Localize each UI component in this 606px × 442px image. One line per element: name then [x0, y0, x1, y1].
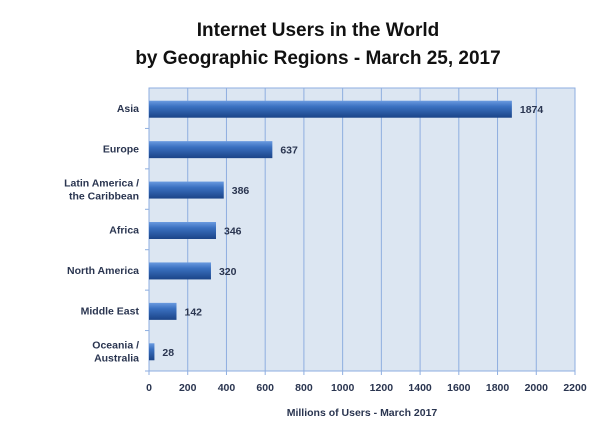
x-axis-label: Millions of Users - March 2017	[287, 407, 438, 419]
data-label: 346	[224, 226, 242, 238]
x-tick-label: 200	[179, 382, 197, 394]
category-label: Asia	[117, 103, 139, 115]
gridlines	[187, 88, 537, 371]
data-label: 1874	[520, 104, 544, 116]
plot-area	[148, 87, 576, 372]
x-tick-label: 1200	[370, 382, 394, 394]
bar	[149, 100, 512, 118]
x-tick-label: 0	[146, 382, 152, 394]
category-label: Latin America /	[64, 178, 139, 190]
category-label: Middle East	[81, 305, 140, 317]
data-label: 142	[184, 306, 202, 318]
data-label: 320	[219, 266, 237, 278]
bar	[149, 222, 216, 239]
category-label: Africa	[109, 225, 139, 237]
category-label: Europe	[103, 144, 139, 156]
data-label: 386	[232, 185, 250, 197]
x-tick-label: 2200	[563, 382, 587, 394]
category-label: the Caribbean	[69, 191, 139, 203]
chart-title-line2: by Geographic Regions - March 25, 2017	[135, 48, 500, 69]
category-label: North America	[67, 265, 139, 277]
data-label: 637	[280, 145, 298, 157]
x-tick-label: 2000	[525, 382, 549, 394]
data-label: 28	[162, 347, 174, 359]
bar	[149, 343, 155, 361]
x-axis-ticks: 0 200 400 600 800 1000 1200 1400 1600 1800 2000 220…	[146, 371, 587, 394]
x-tick-label: 1800	[486, 382, 510, 394]
bar	[149, 302, 177, 320]
bar	[149, 181, 224, 199]
category-label: Oceania /	[92, 339, 139, 351]
x-tick-label: 1400	[408, 382, 432, 394]
bars: 1874 637 386 346 320 142 28	[149, 100, 544, 361]
y-axis-categories: Asia Europe Latin America /the Caribbean Af…	[64, 103, 149, 372]
bar	[149, 262, 211, 280]
x-tick-label: 1000	[331, 382, 355, 394]
x-tick-label: 800	[295, 382, 313, 394]
chart-title-line1: Internet Users in the World	[197, 20, 439, 41]
bar	[149, 141, 273, 159]
x-tick-label: 400	[218, 382, 236, 394]
category-label: Australia	[94, 352, 139, 364]
x-tick-label: 600	[256, 382, 274, 394]
x-tick-label: 1600	[447, 382, 471, 394]
